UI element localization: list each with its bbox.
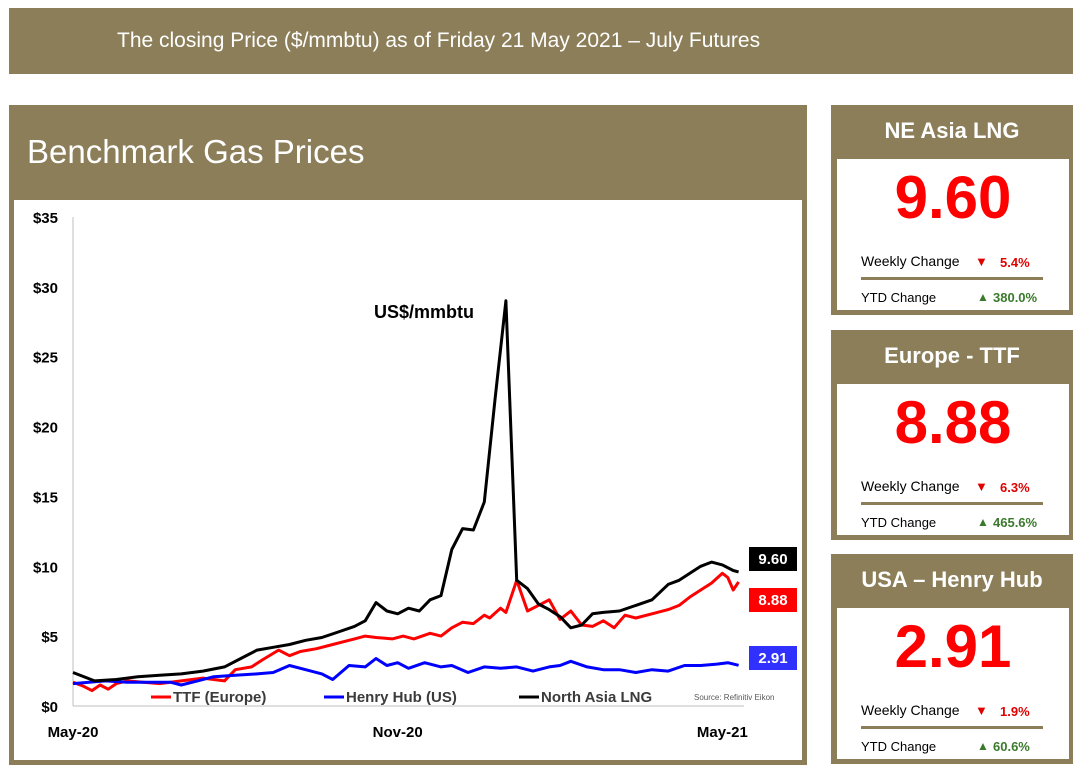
series-line-henry-hub-us- — [72, 657, 739, 687]
down-arrow-icon: ▼ — [975, 703, 988, 718]
x-tick-label: Nov-20 — [373, 724, 423, 741]
end-value-tag — [749, 588, 797, 612]
weekly-change-label: Weekly Change — [861, 478, 960, 494]
y-tick-label: $35 — [33, 210, 58, 227]
legend-label: TTF (Europe) — [173, 689, 266, 706]
ytd-change-value: 465.6% — [993, 515, 1038, 530]
end-value-tag — [749, 547, 797, 571]
card-body: 9.60 Weekly Change ▼ 5.4% YTD Change ▲ 3… — [837, 159, 1069, 310]
ytd-change-value: 380.0% — [993, 290, 1038, 305]
x-tick-label: May-21 — [697, 724, 748, 741]
chart-panel-title: Benchmark Gas Prices — [27, 133, 365, 170]
y-tick-label: $10 — [33, 559, 58, 576]
y-tick-label: $25 — [33, 350, 58, 367]
ytd-change-label: YTD Change — [861, 739, 937, 754]
y-tick-label: $20 — [33, 420, 58, 437]
legend-label: North Asia LNG — [541, 689, 652, 706]
banner-text: The closing Price ($/mmbtu) as of Friday… — [117, 29, 761, 52]
card-body: 2.91 Weekly Change ▼ 1.9% YTD Change ▲ 6… — [837, 608, 1069, 759]
card-europe-ttf: Europe - TTF 8.88 Weekly Change ▼ 6.3% Y… — [831, 330, 1073, 540]
end-value-label: 8.88 — [758, 592, 787, 609]
chart-area: $0 $5 $10 $15 $20 $25 $30 $35 May-20 Nov-20 May-21… — [14, 200, 802, 760]
header-banner: The closing Price ($/mmbtu) as of Friday… — [9, 8, 1073, 74]
x-tick-label: May-20 — [48, 724, 99, 741]
down-arrow-icon: ▼ — [975, 254, 988, 269]
card-body: 8.88 Weekly Change ▼ 6.3% YTD Change ▲ 4… — [837, 384, 1069, 535]
card-divider — [861, 277, 1043, 280]
y-tick-label: $0 — [41, 699, 58, 716]
up-arrow-icon: ▲ — [977, 515, 989, 529]
weekly-change-value: 6.3% — [1000, 480, 1030, 495]
weekly-change-value: 1.9% — [1000, 704, 1030, 719]
ytd-change-label: YTD Change — [861, 515, 937, 530]
card-title: USA – Henry Hub — [861, 567, 1043, 592]
y-tick-label: $5 — [41, 629, 58, 646]
source-note: Source: Refinitiv Eikon — [694, 693, 774, 702]
card-divider — [861, 726, 1043, 729]
y-tick-label: $15 — [33, 489, 58, 506]
price-chart: $0 $5 $10 $15 $20 $25 $30 $35 May-20 Nov-20 May-21… — [33, 210, 797, 741]
end-value-label: 2.91 — [758, 650, 787, 667]
ytd-change-value: 60.6% — [993, 739, 1030, 754]
series-line-north-asia-lng — [72, 299, 739, 683]
card-divider — [861, 502, 1043, 505]
up-arrow-icon: ▲ — [977, 290, 989, 304]
weekly-change-value: 5.4% — [1000, 255, 1030, 270]
weekly-change-label: Weekly Change — [861, 702, 960, 718]
weekly-change-label: Weekly Change — [861, 253, 960, 269]
end-value-tag — [749, 646, 797, 670]
down-arrow-icon: ▼ — [975, 479, 988, 494]
up-arrow-icon: ▲ — [977, 739, 989, 753]
card-price-value: 8.88 — [894, 389, 1012, 456]
card-title: Europe - TTF — [884, 343, 1020, 368]
card-price-value: 9.60 — [894, 164, 1012, 231]
chart-annotation: US$/mmbtu — [374, 302, 474, 322]
card-title: NE Asia LNG — [884, 118, 1020, 143]
card-usa-henry-hub: USA – Henry Hub 2.91 Weekly Change ▼ 1.9… — [831, 554, 1073, 764]
card-ne-asia-lng: NE Asia LNG 9.60 Weekly Change ▼ 5.4% YT… — [831, 105, 1073, 315]
card-price-value: 2.91 — [894, 613, 1012, 680]
ytd-change-label: YTD Change — [861, 290, 937, 305]
chart-panel: Benchmark Gas Prices $0 $5 $10 $15 $20 $25 $30… — [9, 105, 807, 765]
y-tick-label: $30 — [33, 280, 58, 297]
end-value-label: 9.60 — [758, 551, 787, 568]
series-line-ttf-europe- — [72, 571, 740, 693]
legend-label: Henry Hub (US) — [346, 689, 457, 706]
